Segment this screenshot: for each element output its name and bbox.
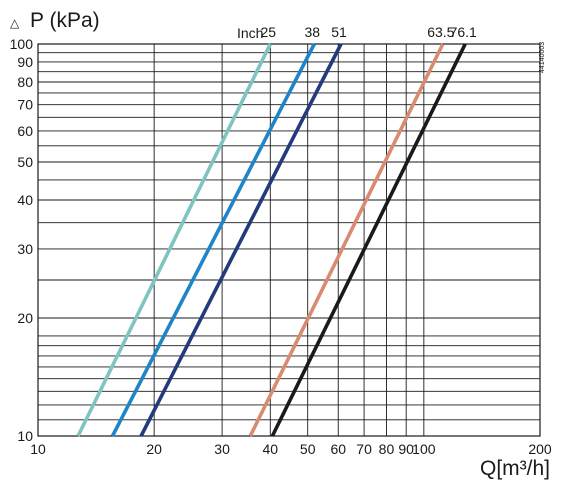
x-tick-label: 40	[263, 441, 279, 457]
series-label: 51	[331, 24, 347, 40]
series-line-63.5	[248, 43, 445, 437]
y-tick-label: 40	[17, 192, 33, 208]
y-axis-symbol: △	[10, 16, 20, 30]
series-label: 38	[304, 24, 320, 40]
y-tick-label: 60	[17, 123, 33, 139]
series-line-76.1	[270, 43, 467, 437]
series-label: 25	[261, 24, 277, 40]
x-tick-label: 100	[412, 441, 436, 457]
y-tick-label: 50	[17, 154, 33, 170]
y-axis-title: P (kPa)	[30, 9, 100, 32]
y-tick-label: 20	[17, 310, 33, 326]
x-tick-label: 10	[30, 441, 46, 457]
series-line-51	[139, 43, 343, 437]
x-tick-label: 200	[528, 441, 552, 457]
plot-frame	[37, 43, 541, 437]
series-line-25	[76, 43, 272, 437]
y-tick-label: 30	[17, 241, 33, 257]
x-tick-label: 50	[300, 441, 316, 457]
unit-label: Inch	[237, 25, 263, 41]
y-tick-label: 80	[17, 74, 33, 90]
x-tick-label: 70	[356, 441, 372, 457]
series-labels: 25 38 51 63.576.1	[261, 24, 478, 40]
x-tick-label: 60	[330, 441, 346, 457]
series-lines	[76, 43, 467, 437]
y-tick-label: 90	[17, 54, 33, 70]
x-tick-label: 80	[379, 441, 395, 457]
grid	[37, 43, 541, 437]
x-tick-label: 90	[398, 441, 414, 457]
y-tick-label: 70	[17, 97, 33, 113]
series-label: 63.5	[427, 24, 454, 40]
x-axis-title: Q[m³/h]	[480, 457, 550, 480]
series-label: 76.1	[450, 24, 477, 40]
y-tick-label: 10	[17, 428, 33, 444]
x-tick-label: 30	[214, 441, 230, 457]
series-line-38	[110, 43, 316, 437]
x-tick-label: 20	[146, 441, 162, 457]
y-tick-label: 100	[10, 36, 34, 52]
code-label: 44140003	[539, 42, 546, 73]
